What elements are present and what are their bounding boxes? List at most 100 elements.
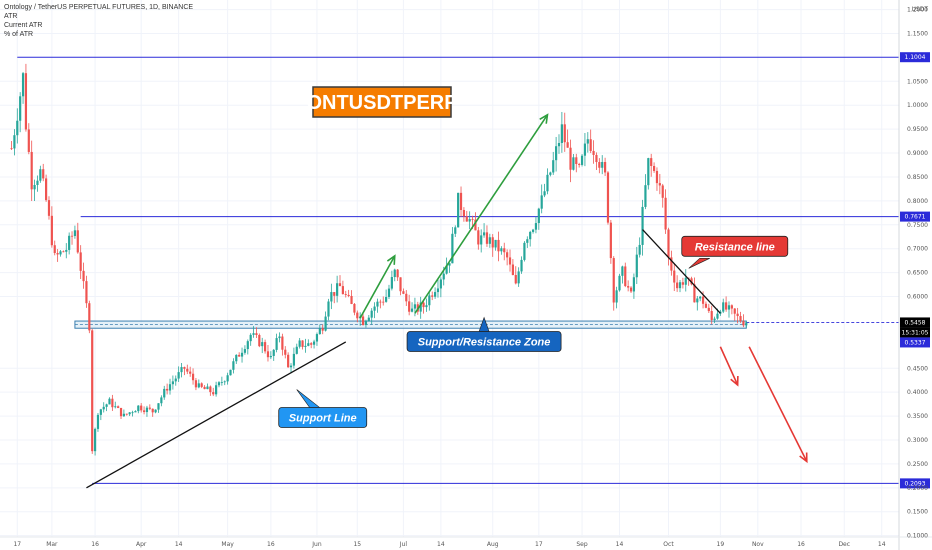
horizontal-levels[interactable]: 1.1004 0.7671 0.2093 0.5458 15:31:05 0.5337 bbox=[17, 52, 930, 489]
y-tick-label: 0.2500 bbox=[907, 461, 928, 468]
candle-body bbox=[638, 244, 641, 255]
candle-body bbox=[442, 273, 445, 280]
candle-body bbox=[243, 349, 247, 353]
candle-body bbox=[569, 147, 572, 170]
callout-lightblue[interactable]: Support Line bbox=[278, 389, 368, 428]
candle-body bbox=[327, 301, 330, 317]
candle-body bbox=[629, 287, 633, 292]
candle-body bbox=[497, 239, 500, 252]
candle-body bbox=[635, 254, 638, 278]
y-tick-label: 0.1000 bbox=[907, 533, 928, 540]
candle-body bbox=[62, 251, 65, 253]
candle-body bbox=[56, 253, 59, 255]
candle-body bbox=[281, 336, 284, 350]
candle-body bbox=[246, 341, 249, 350]
candle-body bbox=[598, 162, 601, 168]
callout-box bbox=[278, 407, 368, 428]
callouts[interactable]: Support Line Support/Resistance Zone Resis… bbox=[278, 235, 789, 428]
y-tick-label: 0.6500 bbox=[907, 270, 928, 277]
x-axis[interactable]: 17 Mar 16 Apr 14 May 16 Jun 15 Jul 14 Aug 17 Sep 14 Oct… bbox=[13, 541, 885, 548]
support-resistance-zone[interactable] bbox=[74, 320, 747, 329]
y-axis[interactable]: 1.2000 1.1500 1.0500 1.0000 0.9500 0.9000 0.85… bbox=[907, 7, 928, 540]
x-tick-label: 14 bbox=[175, 541, 183, 548]
candle-body bbox=[336, 283, 339, 296]
candle-body bbox=[482, 232, 486, 236]
candle-body bbox=[125, 413, 128, 415]
arrow-shaft[interactable] bbox=[414, 114, 549, 314]
candle-body bbox=[673, 270, 676, 283]
chart-legend: Ontology / TetherUS PERPETUAL FUTURES, 1… bbox=[4, 3, 193, 39]
indicator-current-atr[interactable]: Current ATR bbox=[4, 22, 43, 29]
y-tick-label: 1.2000 bbox=[907, 7, 928, 14]
candle-body bbox=[298, 340, 301, 347]
candle-body bbox=[725, 302, 728, 310]
level-price-label: 0.7671 bbox=[905, 214, 926, 221]
candle-body bbox=[70, 235, 74, 237]
candle-body bbox=[716, 313, 719, 319]
arrow-shaft[interactable] bbox=[359, 255, 396, 319]
y-tick-label: 1.0000 bbox=[907, 102, 928, 109]
candle-body bbox=[445, 265, 448, 274]
candle-body bbox=[393, 269, 396, 278]
candle-body bbox=[465, 216, 468, 222]
candle-body bbox=[183, 367, 186, 369]
candle-body bbox=[289, 365, 293, 368]
candle-body bbox=[745, 322, 748, 326]
candle-body bbox=[157, 403, 160, 410]
indicator-percent-atr[interactable]: % of ATR bbox=[4, 31, 34, 38]
candle-body bbox=[39, 169, 42, 181]
candle-body bbox=[506, 252, 509, 258]
arrow-shaft[interactable] bbox=[719, 346, 739, 386]
level-price-label: 1.1004 bbox=[905, 54, 926, 61]
trend-line[interactable] bbox=[86, 341, 347, 489]
candle-body bbox=[609, 222, 612, 259]
candle-body bbox=[272, 349, 275, 356]
trend-line[interactable] bbox=[642, 229, 721, 314]
y-tick-label: 0.2000 bbox=[907, 485, 928, 492]
candle-body bbox=[580, 155, 584, 165]
candle-body bbox=[226, 375, 229, 382]
candle-body bbox=[131, 412, 134, 414]
arrow-shaft[interactable] bbox=[748, 346, 808, 462]
callout-red[interactable]: Resistance line bbox=[681, 235, 789, 269]
arrow-head bbox=[539, 113, 549, 124]
candle-body bbox=[65, 249, 68, 252]
candle-body bbox=[439, 279, 442, 289]
indicator-atr[interactable]: ATR bbox=[4, 13, 18, 20]
candle-body bbox=[603, 162, 607, 173]
candle-body bbox=[739, 316, 742, 322]
candle-body bbox=[641, 206, 644, 245]
candle-body bbox=[468, 219, 471, 222]
y-tick-label: 0.8000 bbox=[907, 198, 928, 205]
trend-lines[interactable] bbox=[86, 229, 721, 489]
candle-body bbox=[722, 302, 725, 312]
title-badge-background bbox=[312, 86, 452, 118]
x-tick-label: 15 bbox=[353, 541, 361, 548]
candle-body bbox=[644, 185, 647, 207]
candle-body bbox=[47, 200, 51, 216]
candle-body bbox=[650, 158, 653, 166]
symbol-title[interactable]: Ontology / TetherUS PERPETUAL FUTURES, 1… bbox=[4, 4, 194, 11]
candle-body bbox=[93, 428, 97, 452]
price-badge-timer bbox=[900, 327, 930, 338]
candle-body bbox=[382, 301, 385, 303]
projection-arrows[interactable] bbox=[359, 113, 808, 464]
x-tick-label: May bbox=[221, 541, 234, 548]
candle-body bbox=[114, 406, 117, 408]
x-tick-label: 17 bbox=[13, 541, 21, 548]
callout-blue[interactable]: Support/Resistance Zone bbox=[406, 316, 562, 352]
candle-body bbox=[517, 271, 520, 284]
candle-body bbox=[194, 380, 198, 388]
candle-body bbox=[534, 223, 538, 230]
candle-body bbox=[676, 282, 679, 289]
candle-body bbox=[275, 338, 278, 350]
candle-body bbox=[471, 219, 474, 220]
candle-body bbox=[578, 164, 581, 165]
candle-body bbox=[88, 303, 91, 331]
candle-body bbox=[223, 381, 226, 383]
candle-body bbox=[203, 386, 206, 390]
candle-body bbox=[73, 230, 77, 237]
x-tick-label: Jun bbox=[311, 541, 322, 548]
candle-body bbox=[508, 257, 512, 265]
